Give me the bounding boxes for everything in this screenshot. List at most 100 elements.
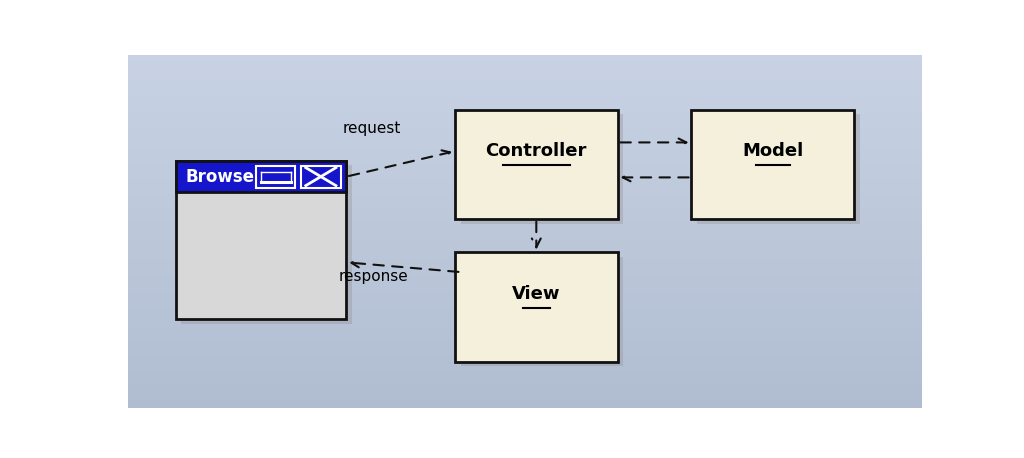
Bar: [128, 122, 922, 124]
Bar: [128, 138, 922, 140]
Bar: [128, 343, 922, 344]
Bar: [128, 111, 922, 113]
Bar: [128, 150, 922, 152]
Bar: [128, 173, 922, 175]
Bar: [128, 64, 922, 65]
Bar: [128, 147, 922, 148]
Bar: [128, 372, 922, 374]
FancyBboxPatch shape: [455, 109, 617, 219]
Bar: [128, 69, 922, 71]
Bar: [128, 187, 922, 189]
Bar: [128, 335, 922, 337]
Bar: [128, 178, 922, 180]
Bar: [128, 212, 922, 213]
FancyBboxPatch shape: [461, 114, 624, 224]
Bar: [128, 312, 922, 314]
Bar: [128, 175, 922, 177]
Bar: [128, 333, 922, 335]
Bar: [128, 390, 922, 392]
Bar: [128, 154, 922, 155]
Bar: [128, 157, 922, 159]
Bar: [128, 177, 922, 178]
Bar: [128, 401, 922, 402]
Bar: [128, 393, 922, 395]
Bar: [128, 182, 922, 184]
Bar: [128, 229, 922, 231]
Bar: [128, 309, 922, 311]
Bar: [128, 109, 922, 111]
Bar: [128, 268, 922, 270]
Bar: [128, 260, 922, 261]
Bar: [128, 265, 922, 267]
Bar: [128, 295, 922, 296]
Bar: [128, 148, 922, 150]
Bar: [128, 273, 922, 275]
Bar: [128, 354, 922, 356]
Bar: [128, 392, 922, 393]
Bar: [128, 252, 922, 254]
Bar: [128, 80, 922, 82]
Bar: [128, 119, 922, 120]
Bar: [128, 191, 922, 192]
Bar: [128, 240, 922, 242]
Bar: [128, 275, 922, 277]
Bar: [128, 281, 922, 283]
Bar: [128, 328, 922, 330]
Bar: [128, 378, 922, 379]
Bar: [128, 219, 922, 221]
Bar: [128, 228, 922, 229]
Bar: [128, 235, 922, 237]
Bar: [128, 251, 922, 252]
Bar: [128, 254, 922, 256]
Bar: [128, 311, 922, 312]
Bar: [128, 215, 922, 217]
Bar: [128, 395, 922, 397]
Bar: [128, 117, 922, 119]
Bar: [128, 364, 922, 365]
Bar: [128, 65, 922, 67]
Bar: [128, 238, 922, 240]
Bar: [128, 337, 922, 339]
Bar: [128, 323, 922, 325]
Bar: [128, 406, 922, 408]
Bar: [128, 321, 922, 323]
Bar: [128, 83, 922, 85]
FancyBboxPatch shape: [697, 114, 860, 224]
Bar: [128, 387, 922, 388]
Bar: [128, 166, 922, 168]
Bar: [128, 200, 922, 202]
Bar: [128, 196, 922, 198]
Bar: [128, 307, 922, 309]
Bar: [128, 71, 922, 73]
Bar: [128, 97, 922, 99]
Bar: [128, 358, 922, 360]
Bar: [128, 318, 922, 320]
Bar: [128, 244, 922, 245]
Bar: [128, 113, 922, 115]
Bar: [128, 360, 922, 362]
Bar: [128, 213, 922, 215]
Bar: [128, 383, 922, 385]
Bar: [128, 82, 922, 83]
Bar: [128, 381, 922, 383]
Bar: [128, 367, 922, 369]
Bar: [128, 59, 922, 60]
Bar: [128, 55, 922, 57]
Bar: [128, 140, 922, 142]
Bar: [128, 279, 922, 281]
Bar: [128, 168, 922, 169]
Bar: [128, 296, 922, 298]
Bar: [128, 399, 922, 401]
Bar: [128, 124, 922, 125]
Bar: [128, 92, 922, 94]
Bar: [128, 249, 922, 251]
Bar: [128, 353, 922, 354]
Bar: [128, 152, 922, 154]
Bar: [128, 247, 922, 249]
Bar: [128, 346, 922, 348]
Bar: [128, 298, 922, 300]
Bar: [128, 224, 922, 226]
Bar: [128, 161, 922, 163]
FancyBboxPatch shape: [176, 161, 346, 192]
Bar: [128, 402, 922, 404]
